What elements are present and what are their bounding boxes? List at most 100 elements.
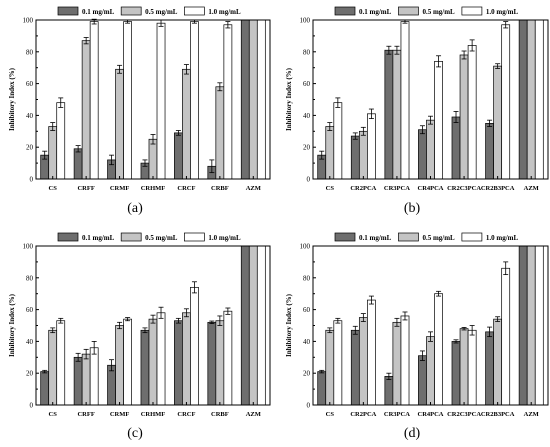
y-tick-label: 0 bbox=[30, 176, 34, 184]
bar bbox=[325, 329, 335, 406]
bar bbox=[367, 113, 376, 180]
y-tick-label: 60 bbox=[26, 306, 34, 314]
panel-label: (b) bbox=[404, 201, 421, 216]
bar bbox=[73, 148, 83, 180]
x-tick-label: CS bbox=[49, 185, 58, 192]
bar bbox=[534, 245, 544, 406]
bar bbox=[256, 245, 266, 406]
x-tick-label: CRBF bbox=[211, 185, 229, 192]
bar bbox=[518, 245, 528, 406]
y-tick-label: 100 bbox=[23, 17, 34, 25]
y-tick-label: 20 bbox=[26, 144, 34, 152]
legend-label: 1.0 mg/mL bbox=[486, 8, 519, 16]
x-tick-label: CS bbox=[326, 185, 335, 192]
y-tick-label: 40 bbox=[26, 338, 34, 346]
y-tick-label: 60 bbox=[303, 306, 311, 314]
y-tick-label: 60 bbox=[303, 80, 311, 88]
bar bbox=[493, 65, 503, 180]
bar bbox=[207, 321, 217, 406]
bar bbox=[81, 353, 91, 406]
x-tick-label: CRFF bbox=[77, 411, 94, 418]
bar bbox=[467, 45, 477, 180]
bar bbox=[240, 19, 250, 180]
x-tick-label: AZM bbox=[246, 411, 261, 418]
bar bbox=[501, 267, 511, 406]
bar bbox=[223, 310, 233, 406]
bar bbox=[485, 331, 494, 406]
x-tick-label: CR2C3PCA bbox=[447, 411, 481, 418]
y-tick-label: 80 bbox=[303, 48, 311, 56]
legend-swatch bbox=[334, 6, 356, 16]
panel-label: (a) bbox=[127, 201, 143, 216]
x-tick-label: AZM bbox=[524, 185, 539, 192]
legend-swatch bbox=[184, 232, 205, 242]
bar bbox=[333, 320, 343, 406]
y-tick-label: 80 bbox=[26, 48, 34, 56]
bar bbox=[392, 49, 402, 180]
x-tick-label: CRHMF bbox=[141, 185, 166, 192]
legend-swatch bbox=[120, 232, 142, 242]
bar bbox=[148, 138, 158, 180]
chart-panel-1: 0 20 40 60 80 100 Inhibitory Index (%) CS CRFF CR… bbox=[8, 6, 271, 216]
bar bbox=[384, 49, 394, 180]
legend-label: 0.1 mg/mL bbox=[82, 8, 115, 16]
bar bbox=[501, 24, 511, 180]
bar bbox=[333, 102, 343, 180]
x-tick-label: CR2PCA bbox=[350, 411, 376, 418]
bar bbox=[248, 245, 258, 406]
legend-label: 0.1 mg/mL bbox=[359, 8, 392, 16]
chart-panel-4: 0 20 40 60 80 100 Inhibitory Index (%) CS CR2PCA… bbox=[285, 232, 549, 441]
x-tick-label: CRBF bbox=[211, 411, 229, 418]
y-tick-label: 40 bbox=[303, 338, 311, 346]
legend-swatch bbox=[57, 232, 79, 242]
bar bbox=[325, 126, 335, 180]
legend-label: 0.1 mg/mL bbox=[359, 234, 392, 242]
legend-label: 1.0 mg/mL bbox=[208, 234, 241, 242]
bar bbox=[350, 329, 360, 406]
bar bbox=[190, 286, 199, 406]
chart-panel-2: 0 20 40 60 80 100 Inhibitory Index (%) CS CR2PCA… bbox=[285, 6, 549, 216]
bar bbox=[518, 19, 528, 180]
bar bbox=[156, 312, 166, 406]
bar bbox=[467, 329, 477, 406]
y-axis-label: Inhibitory Index (%) bbox=[8, 293, 16, 357]
x-tick-label: AZM bbox=[524, 411, 539, 418]
bar bbox=[358, 317, 368, 406]
bar bbox=[248, 19, 258, 180]
bar bbox=[256, 19, 266, 180]
bar bbox=[434, 60, 443, 180]
bar bbox=[215, 320, 225, 406]
x-tick-label: CR2PCA bbox=[350, 185, 376, 192]
y-axis-label: Inhibitory Index (%) bbox=[285, 293, 293, 357]
bar bbox=[426, 336, 435, 406]
legend-label: 0.1 mg/mL bbox=[82, 234, 115, 242]
legend-label: 1.0 mg/mL bbox=[486, 234, 519, 242]
legend-swatch bbox=[334, 232, 356, 242]
y-tick-label: 100 bbox=[300, 243, 311, 251]
bar bbox=[392, 321, 402, 406]
bar bbox=[81, 40, 91, 180]
bar bbox=[493, 318, 503, 406]
legend-label: 0.5 mg/mL bbox=[422, 8, 455, 16]
y-tick-label: 80 bbox=[303, 274, 311, 282]
bar bbox=[485, 122, 494, 180]
x-tick-label: CS bbox=[326, 411, 335, 418]
legend-label: 0.5 mg/mL bbox=[145, 234, 178, 242]
y-tick-label: 80 bbox=[26, 274, 34, 282]
bar bbox=[400, 21, 410, 180]
bar bbox=[123, 318, 132, 406]
y-tick-label: 20 bbox=[303, 370, 311, 378]
y-tick-label: 60 bbox=[26, 80, 34, 88]
bar bbox=[534, 19, 544, 180]
bar bbox=[148, 318, 158, 406]
bar bbox=[350, 135, 360, 180]
bar bbox=[526, 19, 536, 180]
legend-swatch bbox=[57, 6, 79, 16]
x-tick-label: CRMF bbox=[110, 185, 130, 192]
bar bbox=[115, 68, 124, 180]
x-tick-label: CR2C3PCA bbox=[447, 185, 481, 192]
legend-swatch bbox=[398, 232, 419, 242]
x-tick-label: CR2B3PCA bbox=[481, 185, 515, 192]
chart-panel-3: 0 20 40 60 80 100 Inhibitory Index (%) CS CRFF CR… bbox=[8, 232, 271, 441]
